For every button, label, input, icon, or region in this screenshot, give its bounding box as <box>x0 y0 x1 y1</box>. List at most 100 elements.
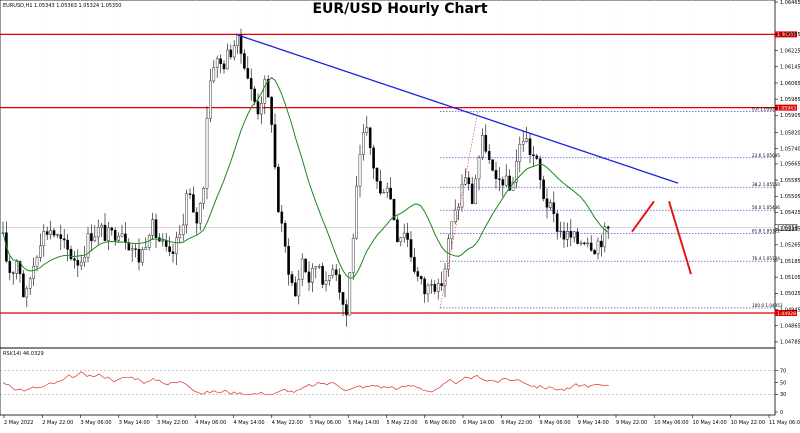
y-tick-label: 1.06065 <box>780 81 800 87</box>
candle-body <box>317 266 321 268</box>
y-tick-label: 1.05425 <box>780 210 800 216</box>
rsi-indicator: 70 50 30 0 <box>0 369 786 416</box>
candle-body <box>470 183 474 204</box>
candle-body <box>52 230 56 236</box>
level-price-label: 1.04928 <box>777 311 796 317</box>
candle-body <box>151 219 154 236</box>
candle-body <box>35 257 39 267</box>
candle-body <box>226 49 229 70</box>
candle-body <box>246 68 250 79</box>
candle-body <box>606 226 610 229</box>
candle-body <box>209 80 212 119</box>
y-tick-label: 1.05345 <box>780 226 800 232</box>
candle-body <box>399 237 403 243</box>
fib-level-label: 76.4 1.05184 <box>752 256 780 261</box>
candle-body <box>239 34 243 54</box>
x-tick-label: 5 May 14:00 <box>348 420 379 426</box>
candle-body <box>341 292 345 305</box>
candle-body <box>334 269 338 275</box>
candle-body <box>297 279 301 297</box>
candle-body <box>181 224 185 235</box>
candle-body <box>498 178 501 180</box>
candle-body <box>321 266 324 285</box>
candle-body <box>229 49 233 58</box>
candle-body <box>481 135 484 158</box>
candle-body <box>562 230 566 240</box>
candle-body <box>294 282 297 297</box>
fib-level-label: 0.0 1.05924 <box>752 106 778 111</box>
y-tick-label: 1.05585 <box>780 178 800 184</box>
candle-body <box>222 63 226 70</box>
candle-body <box>273 124 277 168</box>
y-tick-label: 1.04945 <box>780 307 800 313</box>
candle-body <box>402 232 406 238</box>
fib-level-label: 100.0 1.04953 <box>752 303 783 308</box>
trendline <box>235 33 679 184</box>
candle-body <box>579 242 583 244</box>
y-tick-label: 1.06225 <box>780 48 800 54</box>
fib-level-label: 61.8 1.05321 <box>752 228 780 233</box>
candle-body <box>100 224 103 228</box>
x-tick-label: 5 May 06:00 <box>310 420 341 426</box>
horizontal-levels: 1.06305 1.05943 1.04928 1.05350 <box>0 31 798 317</box>
candle-body <box>137 248 141 263</box>
candle-body <box>256 101 260 115</box>
candle-body <box>154 219 158 238</box>
rsi-label: RSI(14) 46.0329 <box>3 351 44 357</box>
candle-body <box>351 237 355 273</box>
grid-layer <box>3 0 770 348</box>
candle-body <box>28 278 32 289</box>
ohlc-info: 1.05343 1.05363 1.05324 1.05350 <box>34 3 121 9</box>
candle-body <box>253 88 256 102</box>
candle-body <box>171 251 175 254</box>
candle-body <box>474 178 477 204</box>
y-tick-label: 1.06305 <box>780 32 800 38</box>
candle-body <box>372 147 375 169</box>
x-tick-label: 10 May 06:00 <box>654 420 688 426</box>
candle-body <box>168 246 171 252</box>
candle-body <box>127 242 131 251</box>
candle-body <box>419 276 423 280</box>
x-tick-label: 4 May 14:00 <box>234 420 265 426</box>
candle-body <box>345 304 348 316</box>
x-tick-label: 6 May 06:00 <box>425 420 456 426</box>
candle-body <box>124 233 127 243</box>
candle-body <box>113 230 117 241</box>
candle-body <box>260 103 263 115</box>
candle-body <box>66 239 69 250</box>
candle-body <box>385 187 389 193</box>
candle-body <box>487 151 491 160</box>
candle-body <box>324 280 328 285</box>
x-tick-label: 2 May 22:00 <box>42 420 73 426</box>
candle-body <box>508 175 511 191</box>
fibonacci-retracement: 0.0 1.05924 23.6 1.05695 38.2 1.05550 50.0 … <box>439 106 783 309</box>
candle-body <box>545 198 549 208</box>
x-tick-label: 3 May 06:00 <box>81 420 112 426</box>
candle-body <box>39 245 42 258</box>
candle-body <box>569 231 573 238</box>
candle-body <box>535 155 539 159</box>
x-tick-label: 10 May 14:00 <box>693 420 727 426</box>
rsi-tick-label: 30 <box>780 392 786 398</box>
y-tick-label: 1.05105 <box>780 275 800 281</box>
candle-body <box>198 203 202 224</box>
rsi-panel-frame <box>0 347 776 416</box>
x-tick-label: 9 May 14:00 <box>578 420 609 426</box>
y-tick-label: 1.04785 <box>780 340 800 346</box>
candle-body <box>501 179 505 186</box>
current-price-badge <box>774 224 798 231</box>
candle-body <box>572 231 576 238</box>
candle-body <box>379 181 382 194</box>
candle-body <box>86 233 90 258</box>
candle-body <box>90 233 93 242</box>
candlestick-series <box>1 28 610 327</box>
candle-body <box>202 188 205 204</box>
candle-body <box>290 274 294 283</box>
candle-body <box>300 258 304 280</box>
candle-body <box>586 242 590 245</box>
candle-body <box>362 132 365 155</box>
candle-body <box>549 202 552 208</box>
level-price-badge <box>775 309 797 316</box>
candle-body <box>178 234 182 239</box>
